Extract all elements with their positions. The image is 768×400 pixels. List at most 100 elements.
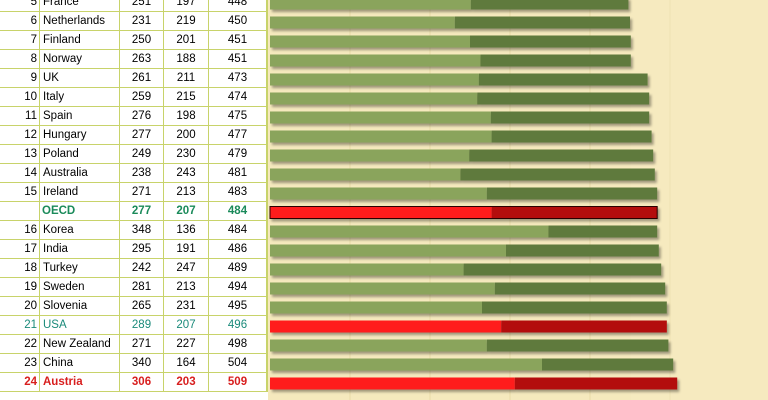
value1-cell: 238: [120, 164, 164, 183]
value1-cell: 271: [120, 183, 164, 202]
value2-cell: 198: [164, 107, 209, 126]
country-cell: Netherlands: [40, 12, 120, 31]
table-row: 7 Finland 250 201 451: [0, 31, 270, 50]
bar-segment-1: [270, 130, 492, 143]
country-cell: Italy: [40, 88, 120, 107]
rank-cell: 10: [0, 88, 40, 107]
total-cell: 498: [209, 335, 268, 354]
bar-segment-2: [482, 301, 667, 314]
bar-segment-2: [460, 168, 655, 181]
bar-group: [270, 54, 631, 67]
rank-cell: 24: [0, 373, 40, 392]
bar-group: [270, 263, 662, 276]
value2-cell: 243: [164, 164, 209, 183]
table-row: OECD 277 207 484: [0, 202, 270, 221]
total-cell: 473: [209, 69, 268, 88]
bar-segment-2: [501, 320, 667, 333]
table-row: 13 Poland 249 230 479: [0, 145, 270, 164]
value1-cell: 261: [120, 69, 164, 88]
table-row: 19 Sweden 281 213 494: [0, 278, 270, 297]
rank-cell: 9: [0, 69, 40, 88]
total-cell: 451: [209, 31, 268, 50]
bar-segment-2: [463, 263, 662, 276]
table-row: 18 Turkey 242 247 489: [0, 259, 270, 278]
bar-outline: [269, 206, 658, 219]
rank-cell: 19: [0, 278, 40, 297]
bar-group: [270, 225, 658, 238]
bar-segment-1: [270, 206, 492, 219]
bar-group: [270, 73, 648, 86]
country-cell: Austria: [40, 373, 120, 392]
country-cell: China: [40, 354, 120, 373]
country-cell: Finland: [40, 31, 120, 50]
bar-group: [270, 111, 650, 124]
bar-segment-1: [270, 339, 487, 352]
bar-group: [270, 187, 658, 200]
bar-group: [270, 92, 650, 105]
bar-segment-1: [270, 0, 471, 10]
bar-segment-2: [506, 244, 659, 257]
value1-cell: 348: [120, 221, 164, 240]
value1-cell: 289: [120, 316, 164, 335]
bar-group: [270, 16, 630, 29]
table-row: 16 Korea 348 136 484: [0, 221, 270, 240]
value2-cell: 227: [164, 335, 209, 354]
table-row: 6 Netherlands 231 219 450: [0, 12, 270, 31]
total-cell: 475: [209, 107, 268, 126]
rank-cell: 11: [0, 107, 40, 126]
bar-segment-1: [270, 92, 478, 105]
rank-cell: 22: [0, 335, 40, 354]
rank-cell: 6: [0, 12, 40, 31]
total-cell: 495: [209, 297, 268, 316]
total-cell: 496: [209, 316, 268, 335]
total-cell: 450: [209, 12, 268, 31]
value1-cell: 271: [120, 335, 164, 354]
bar-segment-2: [478, 73, 648, 86]
bar-group: [270, 35, 631, 48]
bar-segment-1: [270, 168, 461, 181]
value1-cell: 276: [120, 107, 164, 126]
chart-background: [268, 0, 768, 400]
value2-cell: 207: [164, 316, 209, 335]
bar-segment-1: [270, 358, 542, 371]
total-cell: 489: [209, 259, 268, 278]
country-cell: Poland: [40, 145, 120, 164]
bar-segment-2: [486, 339, 669, 352]
bar-group: [270, 377, 678, 390]
value2-cell: 203: [164, 373, 209, 392]
total-cell: 494: [209, 278, 268, 297]
bar-group: [270, 149, 654, 162]
value1-cell: 249: [120, 145, 164, 164]
rank-cell: 18: [0, 259, 40, 278]
country-cell: Sweden: [40, 278, 120, 297]
rank-cell: 8: [0, 50, 40, 69]
table-row: 10 Italy 259 215 474: [0, 88, 270, 107]
bar-segment-2: [491, 130, 652, 143]
value2-cell: 215: [164, 88, 209, 107]
bar-group: [270, 339, 669, 352]
value2-cell: 136: [164, 221, 209, 240]
total-cell: 474: [209, 88, 268, 107]
bars: [269, 0, 678, 390]
rank-cell: 14: [0, 164, 40, 183]
country-cell: Turkey: [40, 259, 120, 278]
bar-segment-1: [270, 320, 502, 333]
grid-lines: [349, 0, 768, 400]
chart-tail-area: [631, 0, 768, 400]
value2-cell: 213: [164, 183, 209, 202]
stacked-bar-chart: [268, 0, 768, 400]
value2-cell: 211: [164, 69, 209, 88]
table-row: 11 Spain 276 198 475: [0, 107, 270, 126]
total-cell: 451: [209, 50, 268, 69]
value1-cell: 340: [120, 354, 164, 373]
value1-cell: 295: [120, 240, 164, 259]
table-row: 5 France 251 197 448: [0, 0, 270, 12]
table-row: 8 Norway 263 188 451: [0, 50, 270, 69]
bar-group: [270, 282, 666, 295]
total-cell: 509: [209, 373, 268, 392]
bar-segment-1: [270, 54, 481, 67]
rank-cell: 20: [0, 297, 40, 316]
rank-cell: 12: [0, 126, 40, 145]
table-row: 14 Australia 238 243 481: [0, 164, 270, 183]
value1-cell: 259: [120, 88, 164, 107]
